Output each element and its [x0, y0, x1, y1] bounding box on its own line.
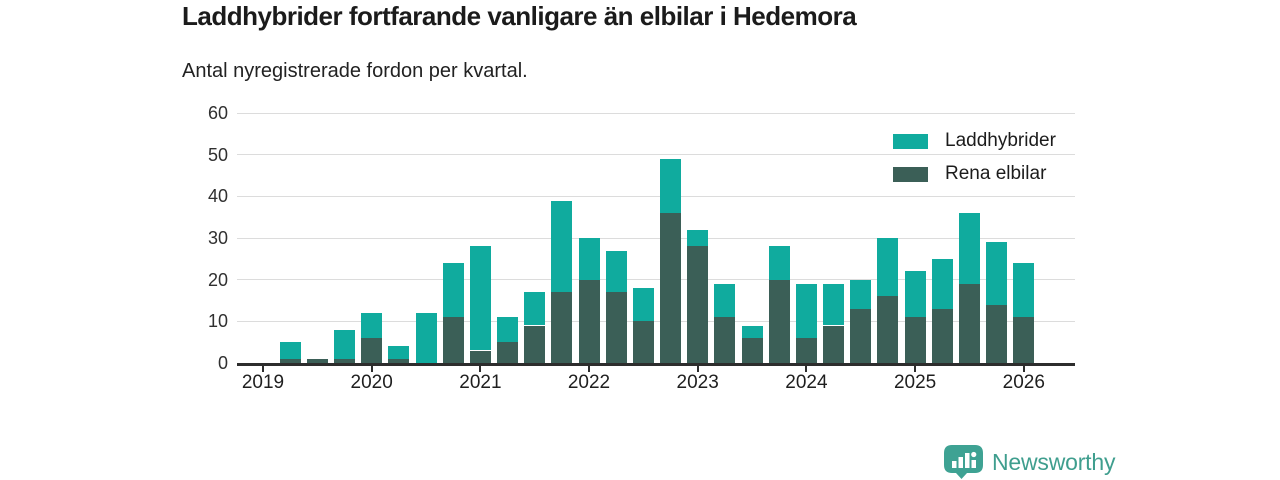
x-tick-2021	[479, 366, 482, 372]
bar-segment-rena-elbilar	[469, 350, 491, 363]
newsworthy-wordmark: Newsworthy	[992, 448, 1116, 475]
bar-segment-rena-elbilar	[524, 325, 546, 363]
gridline-20	[237, 279, 1075, 281]
bar-segment-rena-elbilar	[1013, 317, 1035, 363]
bar-segment-laddhybrider	[605, 250, 627, 293]
y-tick-label-20: 20	[207, 269, 228, 290]
bar-segment-rena-elbilar	[850, 308, 872, 363]
bar-segment-rena-elbilar	[306, 358, 328, 363]
chart-subtitle: Antal nyregistrerade fordon per kvartal.	[182, 60, 528, 82]
chart-title: Laddhybrider fortfarande vanligare än el…	[182, 1, 857, 31]
bar-segment-rena-elbilar	[361, 338, 383, 363]
legend-item-laddhybrider: Laddhybrider	[893, 130, 1056, 152]
bar-segment-rena-elbilar	[741, 338, 763, 363]
newsworthy-bubble-chart-icon	[944, 445, 983, 479]
y-tick-label-0: 0	[217, 353, 228, 373]
bar-segment-rena-elbilar	[660, 213, 681, 363]
bar-segment-rena-elbilar	[877, 296, 899, 363]
x-tick-2023	[696, 366, 699, 372]
bar-segment-laddhybrider	[850, 279, 872, 309]
x-tick-label-2022: 2022	[567, 372, 611, 393]
bar-segment-rena-elbilar	[605, 292, 627, 363]
x-tick-label-2020: 2020	[350, 372, 393, 393]
gridline-60	[237, 112, 1075, 114]
newsworthy-logo[interactable]: Newsworthy	[944, 445, 1115, 479]
bar-segment-laddhybrider	[687, 229, 709, 247]
bar-segment-rena-elbilar	[497, 342, 518, 363]
bar-segment-laddhybrider	[660, 158, 681, 213]
legend-swatch-rena-elbilar	[893, 166, 928, 182]
bar-segment-rena-elbilar	[388, 358, 410, 363]
gridline-30	[237, 237, 1075, 239]
bar-segment-laddhybrider	[931, 258, 953, 309]
chart-legend: Laddhybrider Rena elbilar	[893, 130, 1056, 185]
bar-segment-laddhybrider	[741, 325, 763, 338]
x-tick-label-2026: 2026	[1002, 372, 1045, 393]
x-tick-2025	[914, 366, 917, 372]
x-axis-line	[237, 363, 1075, 366]
legend-label-rena-elbilar: Rena elbilar	[945, 163, 1047, 184]
gridline-40	[237, 195, 1075, 197]
bar-segment-rena-elbilar	[714, 317, 736, 363]
bar-segment-laddhybrider	[279, 342, 301, 359]
bar-segment-laddhybrider	[551, 200, 573, 293]
bar-segment-laddhybrider	[469, 246, 491, 351]
bar-segment-laddhybrider	[388, 346, 410, 359]
bar-segment-laddhybrider	[768, 246, 790, 280]
x-tick-label-2025: 2025	[893, 372, 937, 393]
bar-segment-laddhybrider	[823, 283, 845, 326]
bar-segment-laddhybrider	[524, 292, 546, 326]
gridline-10	[237, 320, 1075, 322]
bar-segment-rena-elbilar	[768, 279, 790, 363]
bar-segment-laddhybrider	[334, 329, 355, 359]
bar-segment-laddhybrider	[877, 238, 899, 297]
bar-segment-rena-elbilar	[904, 317, 926, 363]
legend-swatch-laddhybrider	[893, 133, 928, 149]
bar-segment-rena-elbilar	[823, 325, 845, 363]
x-tick-2022	[588, 366, 590, 372]
x-tick-2020	[370, 366, 373, 372]
bar-segment-laddhybrider	[795, 283, 817, 338]
bar-segment-rena-elbilar	[632, 321, 654, 363]
bar-segment-rena-elbilar	[279, 358, 301, 363]
bar-segment-rena-elbilar	[931, 308, 953, 363]
bar-segment-laddhybrider	[497, 317, 518, 343]
bar-segment-laddhybrider	[578, 238, 600, 280]
x-tick-label-2024: 2024	[785, 372, 828, 393]
y-tick-label-30: 30	[207, 228, 228, 248]
bar-segment-rena-elbilar	[551, 292, 573, 363]
bar-segment-laddhybrider	[986, 242, 1008, 305]
bar-segment-rena-elbilar	[986, 304, 1008, 363]
legend-item-rena-elbilar: Rena elbilar	[893, 163, 1056, 185]
bar-segment-rena-elbilar	[687, 246, 709, 363]
bar-segment-rena-elbilar	[578, 279, 600, 363]
bar-segment-laddhybrider	[415, 313, 437, 363]
x-tick-label-2019: 2019	[241, 372, 285, 393]
y-tick-label-10: 10	[207, 311, 228, 332]
x-tick-2026	[1022, 366, 1025, 372]
x-tick-2024	[805, 366, 808, 372]
gridline-50	[237, 154, 1075, 156]
y-tick-label-40: 40	[207, 186, 228, 207]
bar-segment-rena-elbilar	[334, 358, 355, 363]
bar-segment-rena-elbilar	[442, 317, 464, 363]
y-tick-label-60: 60	[207, 103, 228, 123]
x-tick-label-2023: 2023	[676, 372, 719, 393]
legend-label-laddhybrider: Laddhybrider	[945, 130, 1056, 151]
bar-segment-rena-elbilar	[795, 338, 817, 363]
y-tick-label-50: 50	[207, 144, 228, 165]
bar-segment-laddhybrider	[632, 288, 654, 322]
bar-segment-rena-elbilar	[958, 283, 980, 363]
bar-segment-laddhybrider	[361, 313, 383, 338]
x-tick-2019	[262, 366, 264, 372]
x-tick-label-2021: 2021	[459, 372, 502, 393]
bar-segment-laddhybrider	[904, 271, 926, 318]
bar-segment-laddhybrider	[1013, 263, 1035, 318]
bar-segment-laddhybrider	[958, 213, 980, 284]
bar-segment-laddhybrider	[442, 263, 464, 318]
bar-segment-laddhybrider	[714, 283, 736, 318]
